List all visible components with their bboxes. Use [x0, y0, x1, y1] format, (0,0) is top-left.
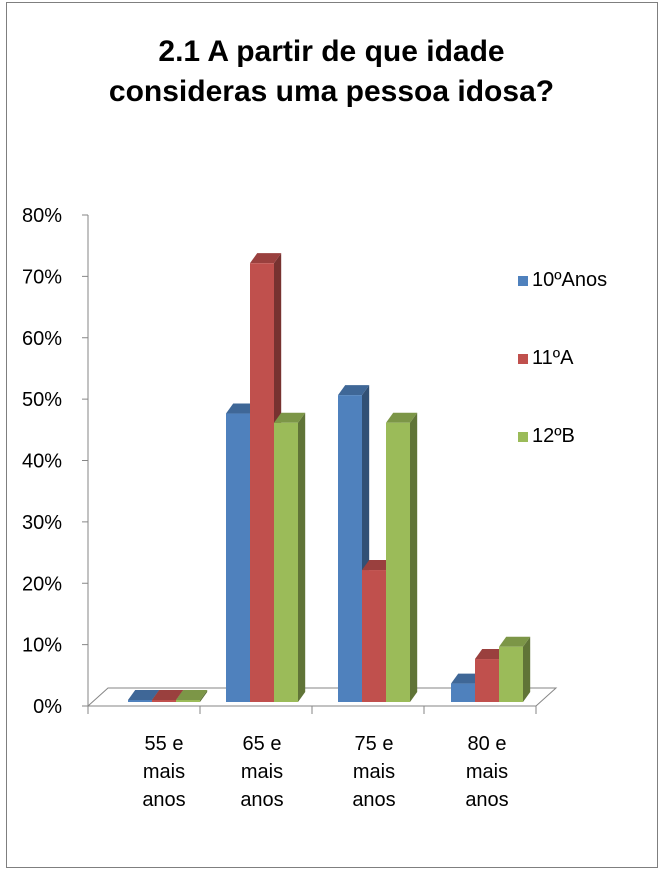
x-category-label: anos [240, 789, 283, 811]
y-tick-label: 70% [22, 266, 62, 288]
bar-side [410, 412, 418, 702]
bar-top [152, 690, 184, 700]
x-category-label: 65 e [243, 733, 282, 755]
x-category-label: 55 e [145, 733, 184, 755]
y-tick-label: 80% [22, 205, 62, 227]
bar-top [451, 673, 483, 684]
bar [475, 659, 499, 702]
bar-top [226, 403, 258, 414]
y-tick-label: 20% [22, 573, 62, 595]
bar [451, 683, 475, 702]
bar-top [499, 636, 531, 647]
bar [226, 413, 250, 702]
y-tick-label: 10% [22, 635, 62, 657]
bar-top [362, 560, 394, 571]
bar-top [274, 412, 306, 423]
bar-side [298, 412, 306, 702]
y-tick-label: 50% [22, 389, 62, 411]
legend-swatch [518, 354, 528, 364]
bar-top [176, 690, 208, 700]
x-category-label: anos [142, 789, 185, 811]
bar-side [200, 690, 208, 702]
legend-label: 10ºAnos [532, 269, 607, 291]
y-tick-label: 30% [22, 512, 62, 534]
chart-title: 2.1 A partir de que idade consideras uma… [0, 32, 663, 112]
bar-top [386, 412, 418, 423]
x-category-label: mais [353, 761, 395, 783]
bar [250, 263, 274, 702]
chart-title-line-1: 2.1 A partir de que idade [158, 35, 505, 68]
bar [176, 700, 200, 702]
bar [499, 646, 523, 702]
bar [274, 422, 298, 702]
bar [152, 700, 176, 702]
x-category-label: anos [465, 789, 508, 811]
legend-swatch [518, 432, 528, 442]
bar-top [250, 253, 282, 264]
legend-swatch [518, 276, 528, 286]
chart-frame [6, 2, 658, 868]
legend-label: 12ºB [532, 425, 575, 447]
x-category-label: mais [143, 761, 185, 783]
bar-top [475, 649, 507, 660]
bar [362, 570, 386, 702]
y-tick-label: 40% [22, 451, 62, 473]
bar-top [338, 385, 370, 396]
legend-label: 11ºA [532, 347, 574, 369]
chart-title-line-2: consideras uma pessoa idosa? [108, 75, 555, 108]
x-category-label: 80 e [468, 733, 507, 755]
bar-side [523, 636, 531, 702]
x-category-label: anos [352, 789, 395, 811]
y-tick-label: 0% [33, 696, 62, 718]
bar-top [128, 690, 160, 700]
bar [338, 395, 362, 702]
x-category-label: 75 e [355, 733, 394, 755]
x-category-label: mais [466, 761, 508, 783]
y-tick-label: 60% [22, 328, 62, 350]
bar [128, 700, 152, 702]
x-category-label: mais [241, 761, 283, 783]
bar [386, 422, 410, 702]
